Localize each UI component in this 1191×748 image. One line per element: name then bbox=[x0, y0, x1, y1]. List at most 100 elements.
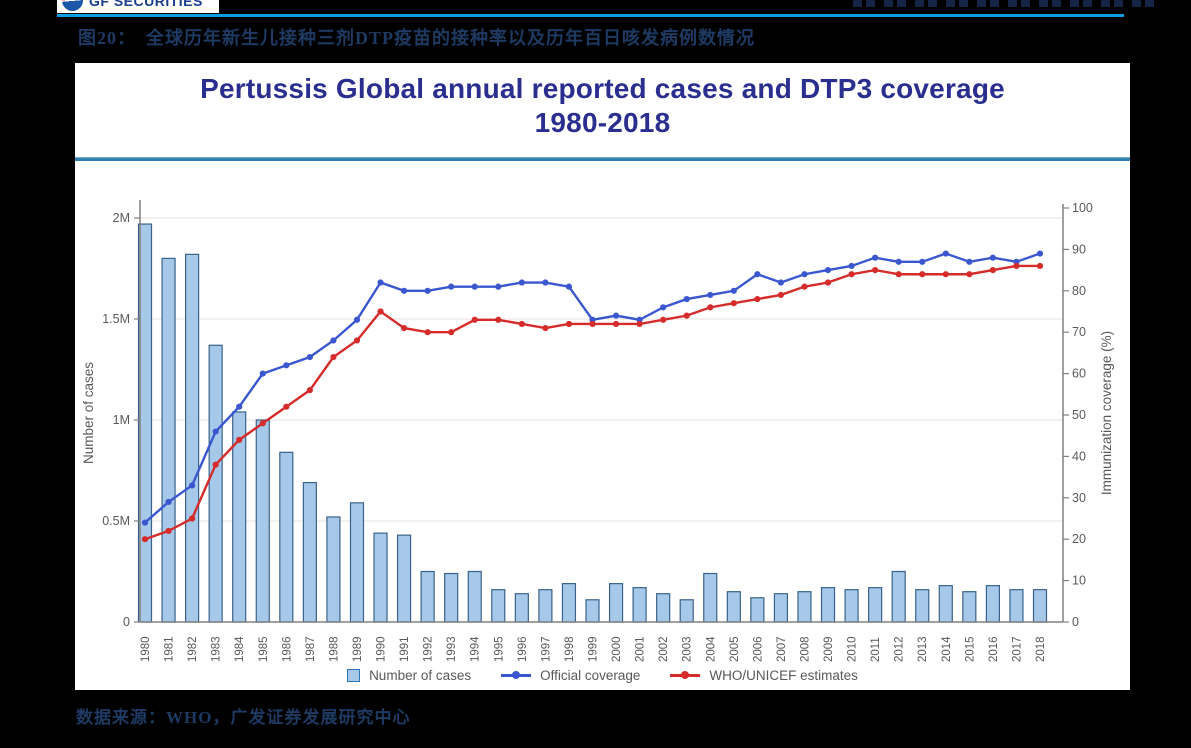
bar-2003 bbox=[679, 599, 694, 623]
year-label-2008: 2008 bbox=[799, 636, 811, 662]
point-2015 bbox=[966, 258, 973, 265]
point-2009 bbox=[824, 279, 832, 286]
point-1985 bbox=[259, 370, 266, 377]
bar-1998 bbox=[561, 583, 577, 623]
point-2003 bbox=[683, 295, 690, 303]
year-label-1990: 1990 bbox=[376, 636, 388, 662]
year-label-2000: 2000 bbox=[611, 636, 623, 662]
year-label-1985: 1985 bbox=[258, 636, 270, 662]
bar-2017 bbox=[1009, 589, 1024, 623]
year-label-1988: 1988 bbox=[328, 636, 340, 662]
year-label-1987: 1987 bbox=[305, 636, 317, 662]
gf-logo-text: GF SECURITIES bbox=[89, 0, 203, 9]
point-1989 bbox=[353, 337, 361, 344]
bar-2005 bbox=[726, 591, 741, 623]
point-2015 bbox=[966, 271, 973, 278]
gf-securities-logo: GF SECURITIES bbox=[57, 0, 219, 13]
point-2007 bbox=[777, 291, 785, 299]
year-label-1980: 1980 bbox=[140, 636, 152, 662]
bar-1987 bbox=[302, 482, 317, 623]
point-2003 bbox=[683, 312, 690, 319]
bar-2016 bbox=[985, 585, 1000, 623]
bar-1993 bbox=[444, 572, 459, 623]
point-2002 bbox=[660, 316, 667, 323]
bar-1985 bbox=[255, 419, 270, 623]
year-label-1984: 1984 bbox=[234, 636, 246, 662]
left-tick-label: 0.5M bbox=[102, 514, 130, 528]
point-1988 bbox=[330, 337, 337, 344]
data-source-note: 数据来源：WHO，广发证券发展研究中心 bbox=[76, 708, 411, 727]
point-2000 bbox=[612, 320, 620, 328]
point-1993 bbox=[448, 283, 455, 290]
legend-item-official: Official coverage bbox=[501, 668, 640, 683]
point-1984 bbox=[236, 436, 243, 443]
bar-1996 bbox=[514, 593, 529, 623]
bar-1994 bbox=[467, 570, 482, 623]
point-2016 bbox=[989, 254, 996, 261]
point-1980 bbox=[141, 536, 149, 543]
legend-label-cases: Number of cases bbox=[369, 667, 472, 683]
bar-2006 bbox=[750, 597, 765, 623]
right-tick-label: 20 bbox=[1072, 532, 1086, 546]
bar-2009 bbox=[820, 587, 836, 623]
bar-2002 bbox=[656, 593, 671, 623]
point-2010 bbox=[848, 262, 855, 270]
point-2018 bbox=[1036, 250, 1044, 257]
point-1994 bbox=[471, 283, 478, 290]
right-tick-label: 100 bbox=[1072, 201, 1093, 215]
left-tick-label: 1M bbox=[113, 413, 130, 427]
point-2006 bbox=[754, 271, 761, 278]
point-1981 bbox=[165, 498, 172, 506]
point-1992 bbox=[424, 329, 431, 336]
year-label-1995: 1995 bbox=[493, 636, 505, 662]
point-1997 bbox=[542, 324, 549, 332]
point-1997 bbox=[542, 279, 549, 286]
point-1992 bbox=[424, 287, 431, 294]
point-2006 bbox=[754, 295, 761, 303]
year-label-2016: 2016 bbox=[988, 636, 1000, 662]
point-2007 bbox=[777, 279, 785, 286]
red-line-swatch-icon bbox=[670, 671, 701, 679]
point-1991 bbox=[400, 287, 408, 294]
legend-label-official: Official coverage bbox=[540, 667, 641, 683]
point-2011 bbox=[872, 267, 879, 274]
right-tick-label: 10 bbox=[1072, 574, 1086, 588]
year-label-2017: 2017 bbox=[1011, 636, 1023, 662]
bar-1991 bbox=[396, 534, 412, 623]
point-1984 bbox=[236, 403, 243, 410]
chart-title-line2: 1980-2018 bbox=[534, 107, 671, 139]
point-1986 bbox=[283, 362, 290, 369]
point-1982 bbox=[189, 515, 196, 522]
bar-2014 bbox=[938, 585, 953, 623]
bar-2010 bbox=[844, 589, 859, 623]
year-label-1999: 1999 bbox=[588, 636, 600, 662]
point-1980 bbox=[141, 519, 149, 526]
point-1993 bbox=[448, 329, 455, 336]
bar-1999 bbox=[585, 599, 600, 623]
bar-1989 bbox=[349, 502, 365, 623]
right-tick-label: 0 bbox=[1072, 615, 1079, 629]
point-1982 bbox=[189, 482, 196, 489]
year-label-2013: 2013 bbox=[917, 636, 929, 662]
year-label-1989: 1989 bbox=[352, 636, 364, 662]
clipped-report-header-text bbox=[853, 0, 1161, 7]
point-2013 bbox=[919, 258, 926, 265]
point-1981 bbox=[165, 527, 172, 535]
point-2017 bbox=[1013, 262, 1020, 270]
year-label-2001: 2001 bbox=[635, 636, 647, 662]
right-tick-label: 30 bbox=[1072, 491, 1086, 505]
point-1987 bbox=[306, 387, 313, 394]
left-tick-label: 1.5M bbox=[102, 312, 130, 326]
point-2011 bbox=[872, 254, 879, 261]
point-2014 bbox=[942, 250, 949, 257]
point-1994 bbox=[471, 316, 478, 323]
year-label-1993: 1993 bbox=[446, 636, 458, 662]
gf-logo-icon bbox=[62, 0, 83, 11]
point-2004 bbox=[707, 291, 714, 299]
year-label-2004: 2004 bbox=[705, 636, 717, 662]
year-label-1991: 1991 bbox=[399, 636, 411, 662]
point-1990 bbox=[377, 308, 384, 315]
point-2004 bbox=[707, 304, 714, 311]
point-1985 bbox=[259, 420, 266, 427]
legend-item-cases: Number of cases bbox=[347, 668, 471, 683]
